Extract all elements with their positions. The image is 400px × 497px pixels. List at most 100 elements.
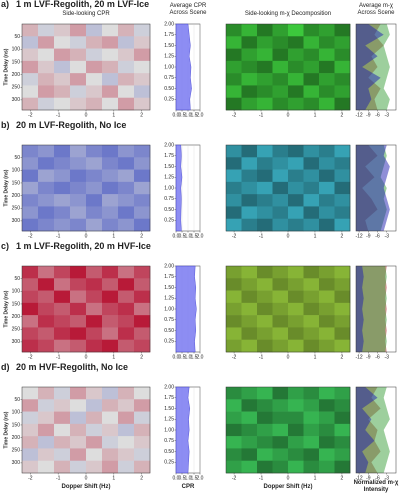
cpr-cell [118, 218, 135, 232]
cpr-cell [22, 73, 39, 86]
y-tick-label: 250 [12, 448, 21, 454]
cpr-cell [22, 315, 39, 328]
cpr-cell [102, 411, 119, 425]
mchi-cell [319, 181, 335, 195]
y-tick-label: 100 [12, 168, 21, 174]
mchi-cell [272, 85, 289, 99]
mchi-cell [272, 157, 289, 170]
mchi-cell [319, 169, 335, 183]
cpr-cell [102, 85, 119, 99]
x-tick-label: -3 [385, 475, 390, 481]
mchi-cell [226, 194, 242, 207]
x-tick-label: -2 [28, 475, 33, 481]
mchi-cell [226, 327, 242, 341]
x-tick-label: -2 [28, 354, 33, 360]
x-tick-label: 0 [85, 475, 88, 481]
cpr-cell [102, 327, 119, 341]
cpr-cell [70, 24, 87, 37]
x-tick-label: -1 [259, 354, 264, 360]
cpr-cell [38, 181, 55, 195]
x-tick-label: 2.0 [197, 112, 204, 118]
cpr-cell [54, 73, 71, 86]
mchi-cell [272, 24, 289, 37]
cpr-cell [70, 73, 87, 86]
cpr-cell [118, 169, 135, 183]
mchi-cell [257, 85, 273, 99]
x-tick-label: 0 [287, 233, 290, 239]
mchi-cell [319, 73, 335, 86]
mchi-cell [334, 290, 351, 304]
cpr-cell [102, 423, 119, 437]
x-axis-label: Dopper Shift (Hz) [263, 484, 313, 490]
cpr-cell [38, 169, 55, 183]
cpr-cell [134, 387, 151, 400]
y-tick-label: 1.50 [164, 285, 174, 291]
cpr-cell [134, 411, 151, 425]
mchi-cell [241, 181, 258, 195]
y-tick-label: 50 [14, 155, 20, 161]
cpr-cell [70, 218, 87, 232]
mchi-cell [226, 97, 242, 111]
cpr-cell [38, 218, 55, 232]
y-tick-label: 0.75 [164, 75, 174, 81]
mchi-cell [272, 181, 289, 195]
mchi-cell [257, 97, 273, 111]
cpr-cell [38, 60, 55, 74]
mchi-cell [319, 399, 335, 412]
cpr-cell [54, 145, 71, 158]
mchi-cell [319, 97, 335, 111]
mchi-cell [288, 60, 304, 74]
mchi-cell [334, 85, 351, 99]
cpr-cell [134, 181, 151, 195]
cpr-cell [86, 60, 103, 74]
mchi-cell [319, 411, 335, 425]
mchi-cell [257, 460, 273, 474]
mchi-cell [319, 157, 335, 170]
mchi-cell [241, 315, 258, 328]
mchi-cell [319, 60, 335, 74]
mchi-cell [272, 436, 289, 449]
cpr-cell [102, 97, 119, 111]
x-tick-label: -9 [366, 354, 371, 360]
mchi-cell [272, 97, 289, 111]
cpr-cell [102, 278, 119, 291]
mchi-cell [257, 181, 273, 195]
mchi-cell [272, 399, 289, 412]
cpr-cell [118, 436, 135, 449]
y-tick-label: 300 [12, 218, 21, 224]
mchi-cell [257, 436, 273, 449]
cpr-cell [118, 290, 135, 304]
frame [355, 265, 397, 353]
mchi-cell [272, 145, 289, 158]
x-tick-label: 2 [140, 233, 143, 239]
column-header: Side-looking m-χ Decomposition [244, 11, 332, 17]
cpr-cell [134, 206, 151, 220]
mchi-cell [319, 145, 335, 158]
x-tick-label: 0.5 [179, 112, 186, 118]
mchi-cell [334, 327, 351, 341]
cpr-cell [54, 399, 71, 412]
y-tick-label: 150 [12, 59, 21, 65]
cpr-cell [86, 24, 103, 37]
y-axis-label: Time Delay (ns) [3, 48, 9, 85]
cpr-cell [86, 387, 103, 400]
cpr-cell [22, 206, 39, 220]
mchi-cell [272, 60, 289, 74]
mchi-cell [241, 36, 258, 49]
cpr-cell [86, 206, 103, 220]
mchi-cell [334, 387, 351, 400]
cpr-cell [22, 194, 39, 207]
mchi-cell [226, 460, 242, 474]
x-tick-label: 0 [85, 112, 88, 118]
cpr-cell [118, 327, 135, 341]
y-tick-label: 1.00 [164, 64, 174, 70]
x-tick-label: -2 [232, 112, 237, 118]
cpr-cell [118, 315, 135, 328]
cpr-cell [38, 145, 55, 158]
mchi-cell [241, 206, 258, 220]
cpr-cell [54, 327, 71, 341]
row-title: 20 m HVF-Regolith, No Ice [16, 362, 129, 372]
mchi-cell [288, 302, 304, 316]
x-tick-label: 0.0 [173, 354, 180, 360]
mchi-cell [226, 290, 242, 304]
